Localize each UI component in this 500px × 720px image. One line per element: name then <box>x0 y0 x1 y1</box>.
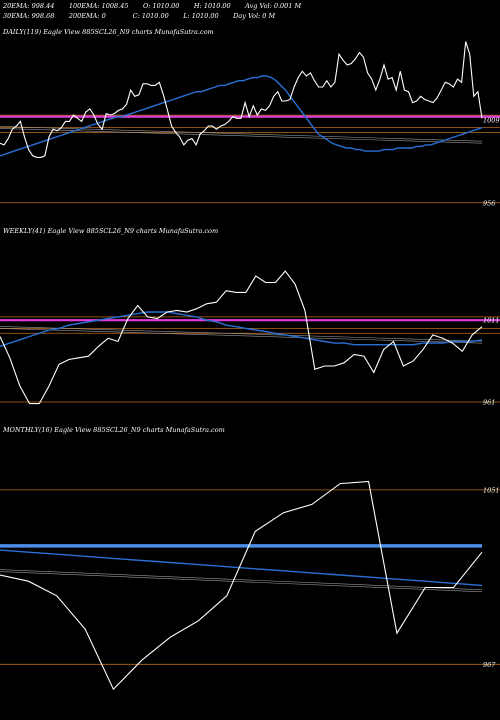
weekly-gray-ma-line-a <box>0 326 483 342</box>
open-label: O: 1010.00 <box>142 2 180 10</box>
ema100-label: 100EMA: 1008.45 <box>68 2 129 10</box>
high-label: H: 1010.00 <box>193 2 231 10</box>
daily-gray-ma-line-a <box>0 126 483 142</box>
monthly-price-line <box>0 480 483 691</box>
ema30-label: 30EMA: 998.68 <box>3 12 55 20</box>
monthly-ema-line <box>0 549 483 587</box>
daily-panel-label: DAILY(119) Eagle View 885SCL26_N9 charts… <box>3 28 214 36</box>
header-row2: 30EMA: 998.68 200EMA: 0 C: 1010.00 L: 10… <box>3 12 275 20</box>
daily-price-line <box>0 41 483 158</box>
weekly-price-line <box>0 270 483 405</box>
monthly-ytick-label-1: 967 <box>483 661 496 669</box>
low-label: L: 1010.00 <box>183 12 219 20</box>
daily-ytick-label-1: 956 <box>483 199 495 207</box>
weekly-ytick-label-1: 961 <box>483 399 495 407</box>
monthly-gray-ma-line-a <box>0 569 483 591</box>
header-row1: 20EMA: 998.44 100EMA: 1008.45 O: 1010.00… <box>3 2 301 10</box>
day-vol-label: Day Vol: 0 M <box>233 12 276 20</box>
daily-gray-ma-line-b <box>0 128 483 144</box>
weekly-panel-label: WEEKLY(41) Eagle View 885SCL26_N9 charts… <box>3 227 219 235</box>
weekly-ema-line <box>0 311 483 348</box>
ema200-label: 200EMA: 0 <box>68 12 106 20</box>
ema20-label: 20EMA: 998.44 <box>3 2 55 10</box>
daily-ytick-label-0: 1009 <box>483 116 500 124</box>
daily-ema-line <box>0 75 483 157</box>
close-label: C: 1010.00 <box>132 12 169 20</box>
monthly-ytick-label-0: 1051 <box>483 486 500 494</box>
monthly-gray-ma-line-b <box>0 571 483 593</box>
monthly-panel-label: MONTHLY(16) Eagle View 885SCL26_N9 chart… <box>3 426 225 434</box>
weekly-gray-ma-line-b <box>0 328 483 344</box>
avg-vol-label: Avg Vol: 0.001 M <box>245 2 302 10</box>
weekly-ytick-label-0: 1011 <box>483 317 500 325</box>
